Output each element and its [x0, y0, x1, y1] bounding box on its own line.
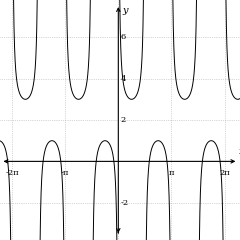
Text: 2: 2	[121, 116, 126, 124]
Text: 4: 4	[121, 75, 126, 83]
Text: -2π: -2π	[5, 169, 19, 177]
Text: -2: -2	[121, 199, 129, 207]
Text: y: y	[123, 6, 128, 15]
Text: x: x	[239, 147, 240, 156]
Text: -π: -π	[61, 169, 69, 177]
Text: π: π	[169, 169, 174, 177]
Text: 6: 6	[121, 33, 126, 41]
Text: 2π: 2π	[219, 169, 230, 177]
